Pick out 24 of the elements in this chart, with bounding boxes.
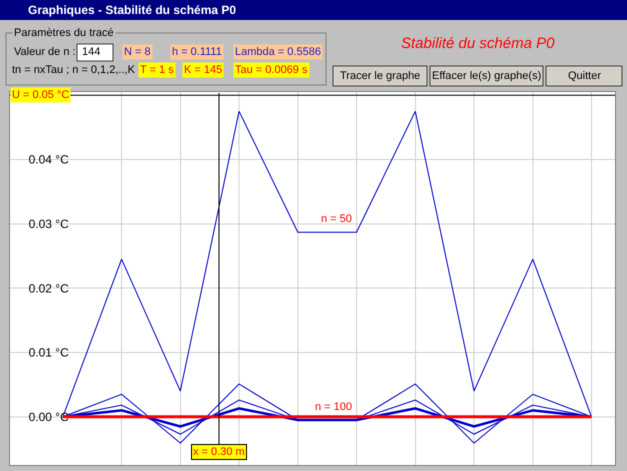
text: Quitter	[568, 70, 602, 82]
y-tick-label: 0.00 °C	[28, 410, 70, 424]
chart-title: Stabilité du schéma P0	[401, 35, 556, 52]
chart-subtitle: Graphiques - Stabilité du schéma P0	[28, 3, 236, 17]
annotation: x = 0.30 m	[193, 446, 245, 458]
y-tick-label: 0.04 °C	[28, 152, 70, 167]
text: tn = nxTau ; n = 0,1,2,..,K	[12, 64, 136, 76]
text: 144	[82, 46, 100, 58]
text: K = 145	[184, 64, 222, 76]
text: N = 8	[124, 46, 151, 58]
annotation: n = 100	[315, 401, 352, 413]
text: h = 0.1111	[172, 46, 222, 58]
text: Paramètres du tracé	[14, 27, 114, 39]
ref-line-label: U = 0.05 °C	[12, 89, 70, 101]
text: Effacer le(s) graphe(s)	[432, 70, 542, 82]
text: T = 1 s	[140, 64, 174, 76]
annotation: n = 50	[321, 213, 352, 225]
y-tick-label: 0.03 °C	[28, 217, 70, 232]
y-tick-label: 0.01 °C	[28, 346, 70, 360]
text: Tracer le graphe	[340, 70, 420, 82]
text: Valeur de n :	[14, 46, 76, 58]
text: Tau = 0.0069 s	[235, 64, 308, 76]
text: Lambda = 0.5586	[235, 46, 321, 58]
y-tick-label: 0.02 °C	[28, 281, 70, 296]
